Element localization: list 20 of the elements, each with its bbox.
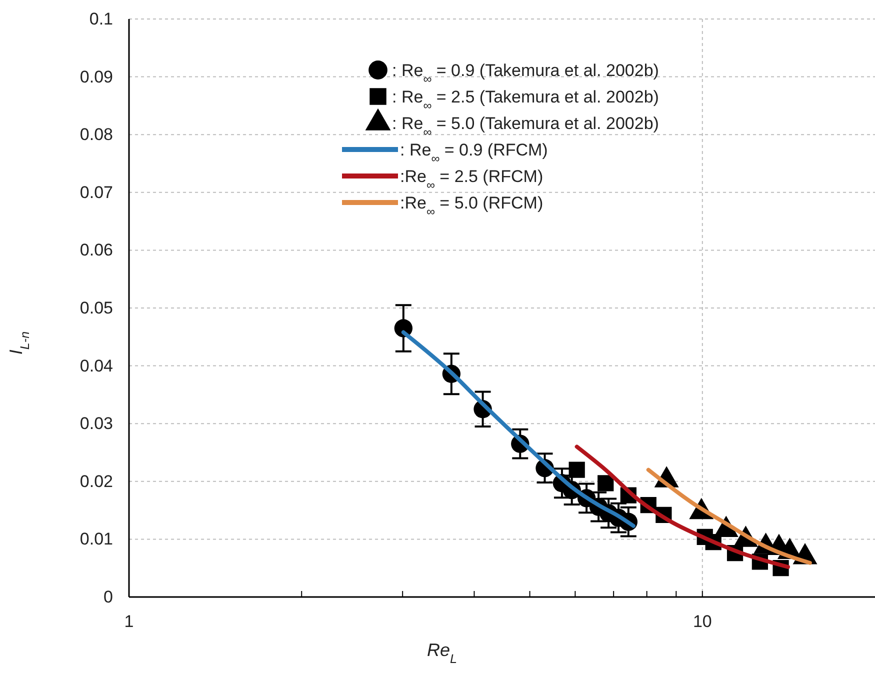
legend-label: : Re$_{∞}$ = 0.9 (RFCM)	[400, 140, 548, 166]
legend-label: :Re$_{∞}$ = 5.0 (RFCM)	[400, 194, 544, 218]
y-tick-label: 0	[104, 587, 113, 606]
y-tick-label: 0.06	[80, 240, 113, 260]
y-tick-label: 0.07	[80, 182, 113, 202]
y-tick-label: 0.1	[89, 9, 113, 28]
x-tick-label: 1	[124, 612, 134, 632]
legend-label: : Re$_{∞}$ = 5.0 (Takemura et al. 2002b)	[392, 114, 659, 139]
y-tick-label: 0.04	[80, 356, 113, 376]
y-tick-label: 0.02	[80, 472, 113, 491]
y-tick-label: 0.08	[80, 125, 113, 144]
x-tick-label: 10	[692, 612, 712, 632]
legend-label: :Re$_{∞}$ = 2.5 (RFCM)	[400, 167, 544, 192]
y-tick-label: 0.01	[80, 530, 113, 549]
y-tick-label: 0.03	[80, 414, 113, 434]
legend-label: : Re$_{∞}$ = 2.5 (Takemura et al. 2002b)	[392, 88, 659, 112]
y-tick-label: 0.05	[80, 298, 113, 318]
legend-label: : Re$_{∞}$ = 0.9 (Takemura et al. 2002b)	[392, 61, 659, 86]
y-tick-label: 0.09	[80, 67, 113, 86]
x-axis-title: Re$_{L}$	[426, 640, 458, 666]
